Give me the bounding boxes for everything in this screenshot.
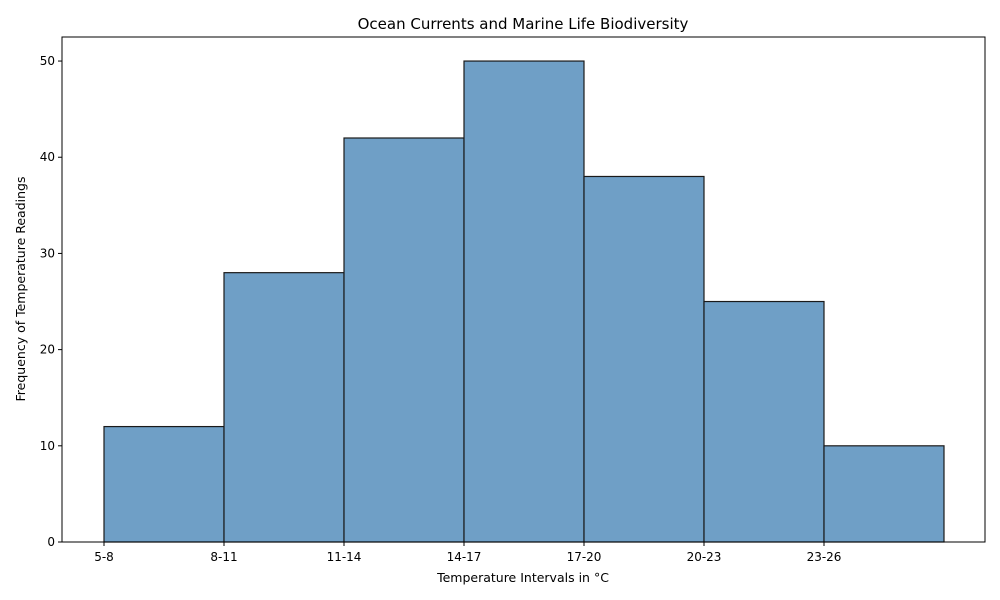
bar-8-11 (223, 272, 345, 543)
bar-20-23 (703, 300, 825, 543)
bar-14-17 (463, 60, 585, 543)
bars-group (103, 60, 945, 543)
chart-title: Ocean Currents and Marine Life Biodivers… (358, 15, 689, 33)
bar-17-20 (583, 175, 705, 543)
y-axis: 0 10 20 30 40 50 (40, 54, 62, 549)
x-axis: 5-8 8-11 11-14 14-17 17-20 20-23 23-26 (94, 542, 841, 564)
bar-5-8 (103, 425, 225, 543)
plot-frame (61, 36, 986, 543)
y-tick-label: 10 (40, 439, 55, 453)
x-tick-label: 8-11 (210, 550, 237, 564)
y-axis-label: Frequency of Temperature Readings (13, 177, 28, 402)
x-tick-label: 5-8 (94, 550, 114, 564)
x-tick-label: 14-17 (447, 550, 482, 564)
y-tick-label: 40 (40, 150, 55, 164)
y-tick-label: 30 (40, 246, 55, 260)
x-axis-label: Temperature Intervals in °C (436, 570, 609, 585)
bar-11-14 (343, 137, 465, 543)
x-tick-label: 20-23 (687, 550, 722, 564)
x-tick-label: 17-20 (567, 550, 602, 564)
y-tick-label: 0 (47, 535, 55, 549)
y-tick-label: 50 (40, 54, 55, 68)
x-tick-label: 11-14 (327, 550, 362, 564)
bar-23-26 (823, 445, 945, 543)
y-tick-label: 20 (40, 343, 55, 357)
x-tick-label: 23-26 (807, 550, 842, 564)
